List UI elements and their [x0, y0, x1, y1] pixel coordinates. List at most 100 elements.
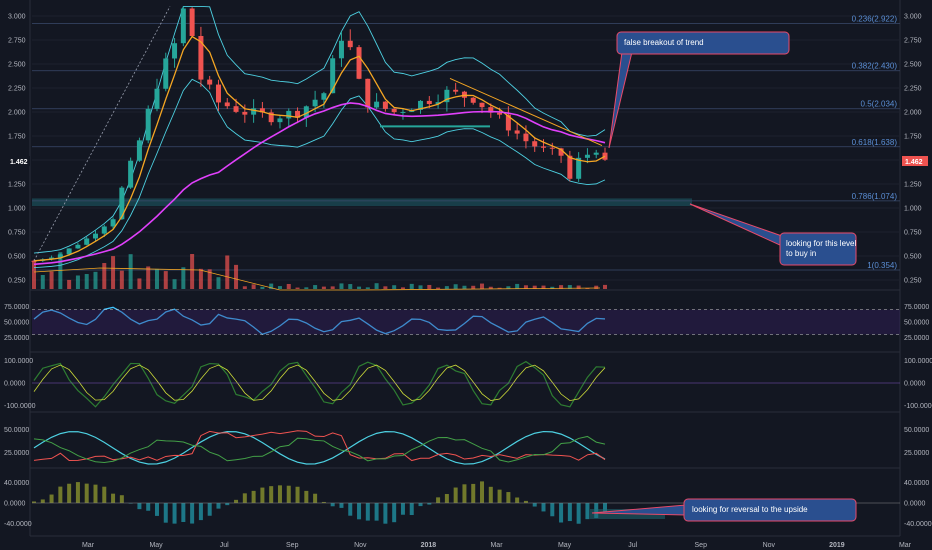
rsi-tick-left-0: 75.0000: [4, 304, 29, 311]
momentum-bar-23: [234, 499, 239, 503]
candle-body-50: [470, 97, 476, 103]
momentum-bar-21: [216, 503, 221, 509]
volume-bar-1: [40, 274, 45, 289]
volume-bar-44: [418, 285, 423, 289]
candle-body-63: [584, 154, 590, 158]
candle-body-9: [110, 219, 116, 227]
cci-tick-right-2: -100.0000: [904, 403, 932, 410]
candle-body-59: [549, 147, 555, 149]
candle-body-17: [180, 8, 186, 44]
candle-body-44: [418, 100, 424, 110]
price-tick-right-7: 1.250: [904, 182, 922, 189]
price-tick-right-8: 1.000: [904, 206, 922, 213]
price-tick-left-1: 2.750: [8, 38, 26, 45]
callout-1-text: false breakout of trend: [624, 38, 704, 47]
rsi-tick-left-1: 50.0000: [4, 320, 29, 327]
volume-bar-41: [392, 285, 397, 289]
volume-bar-35: [339, 283, 344, 289]
price-tick-left-2: 2.500: [8, 62, 26, 69]
volume-bar-2: [49, 271, 54, 289]
candle-body-7: [92, 233, 98, 239]
momentum-tick-left-1: 0.0000: [4, 501, 26, 508]
volume-bar-21: [216, 277, 221, 289]
price-tick-right-3: 2.250: [904, 86, 922, 93]
candle-body-31: [303, 106, 309, 118]
volume-bar-16: [172, 279, 177, 289]
momentum-bar-49: [462, 484, 467, 503]
volume-bar-23: [234, 264, 239, 289]
candle-body-2: [49, 257, 55, 260]
momentum-bar-47: [444, 494, 449, 503]
volume-bar-64: [594, 285, 599, 289]
candle-body-42: [400, 111, 406, 113]
candle-body-62: [576, 157, 582, 179]
time-label-11: 2019: [829, 542, 845, 549]
time-label-7: May: [558, 542, 572, 549]
rsi-tick-right-2: 25.0000: [904, 335, 929, 342]
momentum-bar-51: [480, 481, 485, 503]
volume-bar-20: [207, 269, 212, 289]
volume-bar-36: [348, 284, 353, 289]
price-tick-right-2: 2.500: [904, 62, 922, 69]
candle-body-26: [259, 108, 265, 113]
candle-body-55: [514, 130, 520, 134]
candle-body-53: [497, 112, 503, 115]
candle-body-34: [330, 58, 336, 94]
current-price-tag-right: 1.462: [902, 156, 928, 166]
momentum-bar-31: [304, 490, 309, 503]
volume-bar-60: [559, 285, 564, 289]
fib-labels: 0.236(2.922) 0.382(2.430) 0.5(2.034) 0.618(…: [852, 14, 898, 270]
momentum-bar-40: [383, 503, 388, 524]
momentum-bar-35: [339, 503, 344, 508]
volume-ma: [33, 267, 601, 291]
momentum-bar-36: [348, 503, 353, 516]
candle-body-18: [189, 8, 195, 37]
momentum-bar-1: [40, 499, 45, 503]
momentum-bar-6: [84, 483, 89, 503]
momentum-bar-33: [321, 501, 326, 503]
ma-fast-line: [33, 35, 606, 262]
time-label-9: Sep: [695, 542, 708, 549]
support-zone: [32, 198, 692, 207]
time-label-6: Mar: [490, 542, 503, 549]
fib-label-0: 0.236(2.922): [852, 14, 898, 23]
volume-bar-4: [67, 279, 72, 289]
rsi-tick-right-1: 50.0000: [904, 320, 929, 327]
candle-body-36: [347, 40, 353, 48]
momentum-bar-22: [225, 503, 230, 506]
volume-bar-47: [444, 286, 449, 289]
volume-bar-55: [515, 283, 520, 289]
momentum-bar-53: [497, 489, 502, 503]
cci-tick-right-0: 100.0000: [904, 358, 932, 365]
momentum-bar-32: [313, 493, 318, 503]
fib-label-3: 0.618(1.638): [852, 138, 898, 147]
cci-series-1: [33, 364, 606, 402]
momentum-bar-56: [523, 500, 528, 503]
candle-body-41: [391, 108, 397, 113]
rsi-series-0: [33, 306, 606, 336]
price-tick-right-0: 3.000: [904, 14, 922, 21]
price-tick-right-11: 0.250: [904, 278, 922, 285]
candle-body-60: [558, 148, 564, 156]
time-label-2: Jul: [220, 542, 229, 549]
volume-bar-65: [603, 284, 607, 289]
candle-body-58: [541, 146, 547, 148]
trendlines: [33, 6, 603, 261]
momentum-bar-25: [251, 490, 256, 503]
candle-body-45: [426, 100, 432, 105]
time-label-0: Mar: [82, 542, 95, 549]
current-price-left: 1.462: [10, 159, 28, 166]
fib-label-1: 0.382(2.430): [852, 62, 898, 71]
volume-bar-17: [181, 267, 186, 289]
volume-bar-62: [576, 285, 581, 289]
momentum-tick-left-0: 40.0000: [4, 480, 29, 487]
momentum-bar-5: [75, 482, 80, 503]
volume-bar-42: [400, 287, 405, 289]
current-price-right: 1.462: [905, 159, 923, 166]
candle-body-12: [136, 140, 142, 161]
rsi-tick-left-2: 25.0000: [4, 335, 29, 342]
momentum-bar-15: [163, 503, 168, 523]
candle-body-56: [523, 133, 529, 142]
price-tick-right-1: 2.750: [904, 38, 922, 45]
momentum-bar-54: [506, 492, 511, 503]
